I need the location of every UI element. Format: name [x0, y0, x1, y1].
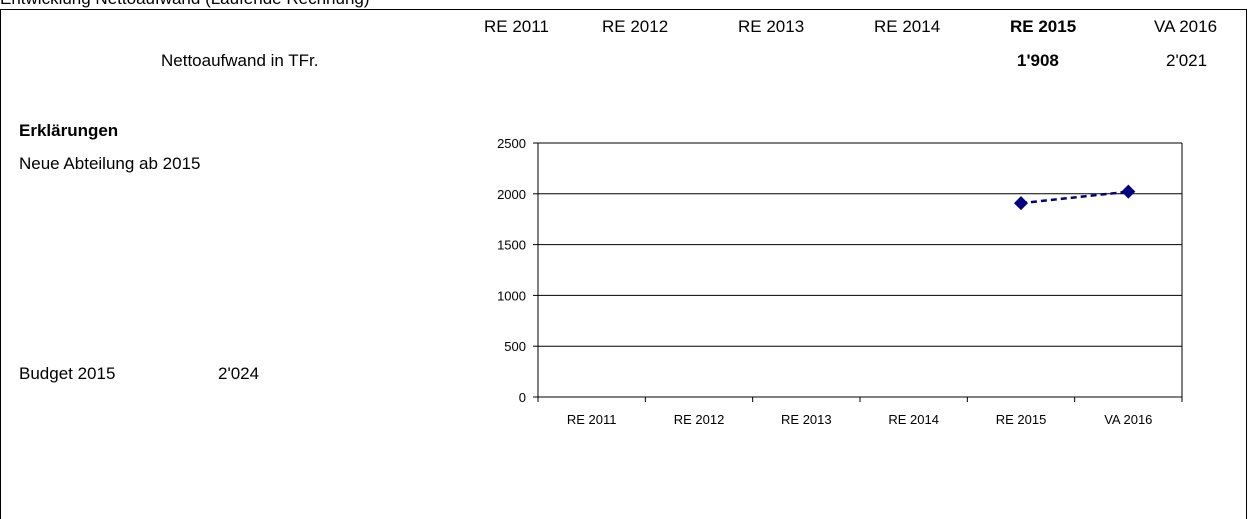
budget-label: Budget 2015	[19, 364, 116, 383]
row-label: Nettoaufwand in TFr.	[161, 51, 319, 70]
header-year-2016: VA 2016	[1154, 17, 1218, 36]
net-expense-chart: 0 500 1000 1500 2000 2500 RE 2011 RE 2012 RE 201…	[497, 136, 1183, 427]
data-point-va-2016	[1121, 184, 1136, 199]
x-tick-label-4: RE 2015	[996, 412, 1047, 427]
header-year-2013: RE 2013	[738, 17, 805, 36]
y-tick-label-500: 500	[504, 339, 526, 354]
x-tick-label-0: RE 2011	[567, 412, 617, 427]
explanations-text: Neue Abteilung ab 2015	[19, 154, 201, 173]
series-line-0	[1020, 190, 1129, 205]
x-tick-label-3: RE 2014	[888, 412, 939, 427]
y-tick-label-0: 0	[519, 390, 526, 405]
header-year-2014: RE 2014	[874, 17, 941, 36]
x-tick-label-5: VA 2016	[1104, 412, 1152, 427]
x-tick-label-2: RE 2013	[781, 412, 832, 427]
y-tick-label-1500: 1500	[497, 238, 526, 253]
y-tick-label-2500: 2500	[497, 136, 526, 151]
clipped-title: Entwicklung Nettoaufwand (Laufende Rechn…	[0, 0, 370, 9]
value-2015: 1'908	[1017, 51, 1059, 70]
report-frame	[0, 9, 1247, 519]
header-year-2012: RE 2012	[602, 17, 669, 36]
x-tick-label-1: RE 2012	[674, 412, 725, 427]
explanations-title: Erklärungen	[19, 121, 119, 140]
header-year-2011: RE 2011	[484, 17, 549, 36]
budget-value: 2'024	[218, 364, 260, 383]
y-tick-label-2000: 2000	[497, 187, 526, 202]
y-tick-label-1000: 1000	[497, 288, 526, 303]
value-2016: 2'021	[1166, 51, 1208, 70]
header-year-2015: RE 2015	[1010, 17, 1077, 36]
data-point-re-2015	[1014, 196, 1028, 211]
